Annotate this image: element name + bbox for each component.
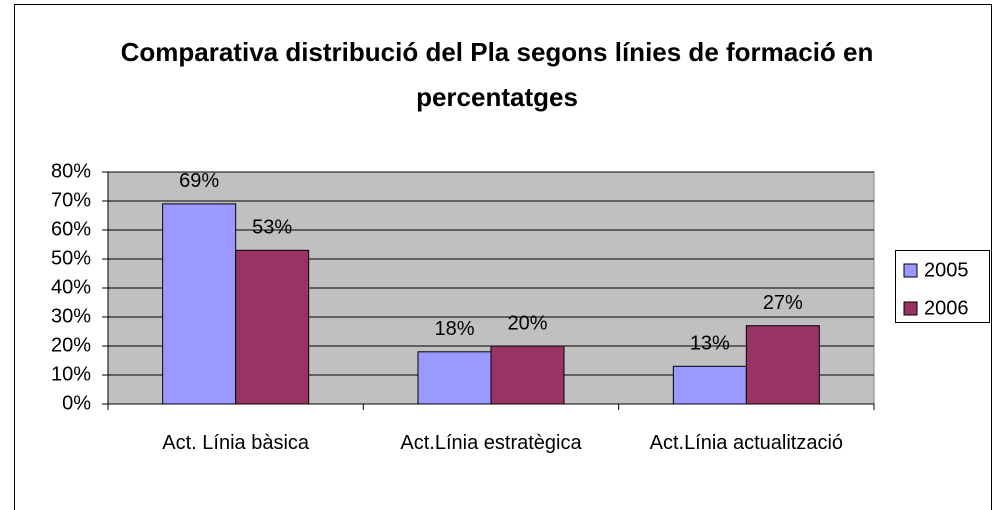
y-tick-label: 40% [51,276,91,298]
y-tick-label: 10% [51,363,91,385]
y-tick-label: 50% [51,247,91,269]
y-tick-label: 70% [51,189,91,211]
chart-title: Comparativa distribució del Pla segons l… [120,37,874,112]
y-tick-label: 30% [51,305,91,327]
data-label: 18% [434,318,474,340]
y-tick-label: 20% [51,334,91,356]
x-tick-label: Act.Línia estratègica [400,432,582,454]
legend-label: 2005 [924,259,969,281]
bar [417,351,492,405]
legend-label: 2006 [924,297,969,319]
x-tick-label: Act. Línia bàsica [162,432,310,454]
bar [162,203,237,405]
data-label: 27% [763,292,803,314]
data-label: 69% [179,170,219,192]
chart-border [14,4,992,510]
bar [745,325,820,405]
legend-swatch [903,301,918,316]
data-label: 53% [252,217,292,239]
bar [490,345,565,405]
y-tick-label: 0% [62,392,91,414]
y-tick-label: 60% [51,218,91,240]
bar [235,249,310,405]
x-tick-label: Act.Línia actualització [649,432,844,454]
bar [672,365,747,405]
data-label: 20% [507,312,547,334]
y-tick-label: 80% [51,160,91,182]
legend-swatch [903,263,918,278]
data-label: 13% [690,333,730,355]
